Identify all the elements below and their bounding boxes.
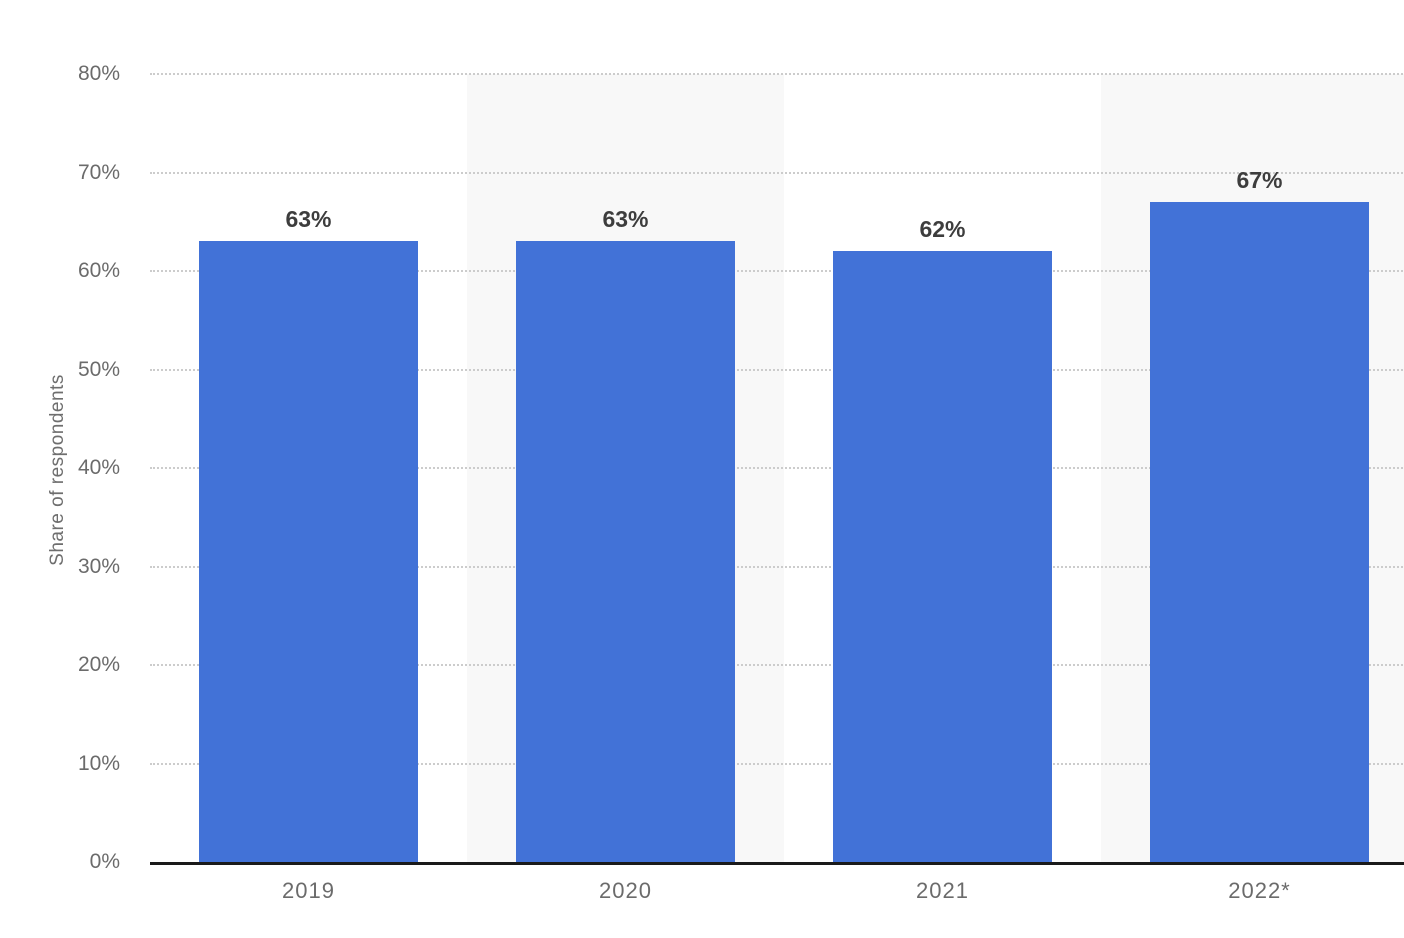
y-tick-label: 80% [77,62,120,85]
bar-value-label: 67% [1236,167,1283,194]
gridline [150,368,1404,371]
gridline [150,73,1404,75]
bar [1150,202,1369,862]
bar-group: 62% [784,74,1101,862]
bar [199,241,418,862]
y-tick-label: 0% [89,850,120,873]
bar [833,251,1052,862]
y-tick-label: 10% [77,752,120,775]
y-tick-label: 40% [77,456,120,479]
y-tick-label: 20% [77,653,120,676]
gridline [150,467,1404,469]
gridline [150,270,1404,272]
gridline [150,664,1404,666]
bar-group: 63% [150,74,467,862]
plot-area: 63% 63% 62% 67% [150,73,1404,865]
gridline [150,171,1404,174]
gridline [150,762,1404,765]
x-tick-label: 2020 [599,878,652,903]
y-tick-label: 30% [77,555,120,578]
x-tick-label: 2022* [1228,878,1291,903]
bar-group: 67% [1101,74,1404,862]
bar-value-label: 63% [285,206,332,233]
bar [516,241,735,862]
x-tick-label: 2019 [282,878,335,903]
y-tick-label: 60% [77,259,120,282]
gridline [150,565,1404,568]
y-tick-label: 50% [77,358,120,381]
x-tick-label: 2021 [916,878,969,903]
x-axis: 2019 2020 2021 2022* [150,878,1404,904]
bar-value-label: 62% [919,216,966,243]
bar-group: 63% [467,74,784,862]
bar-value-label: 63% [602,206,649,233]
y-tick-label: 70% [77,161,120,184]
